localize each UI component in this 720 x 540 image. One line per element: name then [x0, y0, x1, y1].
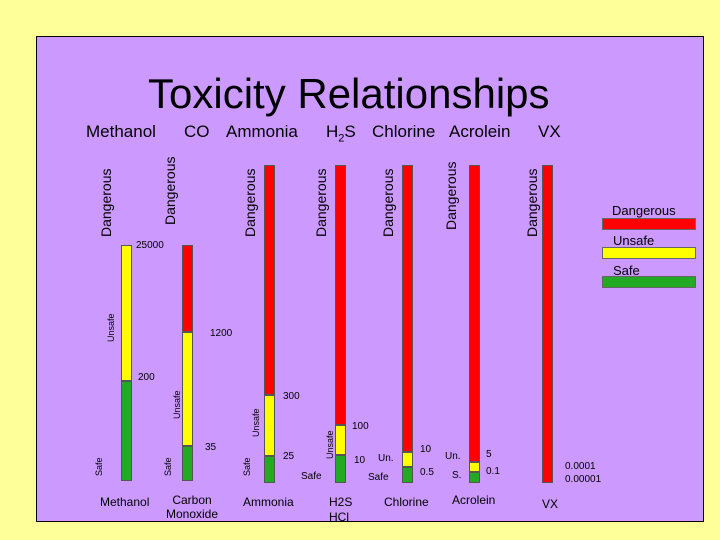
legend-dangerous-swatch [602, 218, 696, 230]
chlorine-unsafe-bar [402, 452, 413, 467]
h2s-unsafe-label: Unsafe [325, 430, 335, 459]
dangerous-label-chlorine: Dangerous [380, 168, 396, 238]
co-danger-threshold: 1200 [210, 328, 233, 339]
chlorine-unsafe-threshold: 0.5 [420, 467, 434, 478]
co-danger-bar [182, 245, 193, 332]
acrolein-unsafe-label: Un. [445, 451, 461, 462]
ammonia-unsafe-label: Unsafe [251, 408, 261, 437]
vx-danger-bar [542, 165, 553, 483]
acrolein-unsafe-threshold: 0.1 [486, 466, 500, 477]
h2s-danger-threshold: 100 [352, 421, 369, 432]
dangerous-label-ammonia: Dangerous [242, 168, 258, 238]
chlorine-danger-bar [402, 165, 413, 452]
acrolein-safe-bar [469, 472, 480, 483]
legend-dangerous-label: Dangerous [612, 203, 676, 218]
chlorine-unsafe-label: Un. [378, 453, 394, 464]
chlorine-safe-label: Safe [368, 472, 389, 483]
header-acrolein: Acrolein [449, 122, 511, 141]
h2s-unsafe-threshold: 10 [354, 455, 366, 466]
co-unsafe-threshold: 35 [205, 442, 217, 453]
bottom-label-vx: VX [542, 497, 559, 511]
header-vx: VX [538, 122, 561, 141]
vx-danger-threshold: 0.0001 [565, 461, 596, 472]
ammonia-unsafe-threshold: 25 [283, 451, 295, 462]
h2s-safe-bar [335, 455, 346, 483]
acrolein-danger-threshold: 5 [486, 449, 492, 460]
methanol-unsafe-label: Unsafe [106, 313, 116, 342]
acrolein-unsafe-bar [469, 462, 480, 472]
co-unsafe-bar [182, 332, 193, 446]
methanol-danger-threshold: 25000 [136, 240, 164, 251]
page-title: Toxicity Relationships [148, 70, 550, 117]
legend-unsafe-swatch [602, 247, 696, 259]
ammonia-danger-bar [264, 165, 275, 395]
co-safe-bar [182, 446, 193, 481]
vx-unsafe-threshold: 0.00001 [565, 474, 602, 485]
ammonia-safe-bar [264, 456, 275, 483]
chlorine-safe-bar [402, 467, 413, 483]
header-methanol: Methanol [86, 122, 156, 141]
dangerous-label-methanol: Dangerous [98, 168, 114, 238]
header-h2s: H2S [326, 122, 356, 145]
h2s-danger-bar [335, 165, 346, 425]
dangerous-label-vx: Dangerous [524, 168, 540, 238]
header-chlorine: Chlorine [372, 122, 436, 141]
ammonia-danger-threshold: 300 [283, 391, 300, 402]
legend-unsafe-label: Unsafe [613, 233, 655, 248]
dangerous-label-co: Dangerous [162, 156, 178, 226]
diagram-panel [36, 36, 704, 522]
dangerous-label-h2s: Dangerous [313, 168, 329, 238]
methanol-safe-bar [121, 381, 132, 481]
h2s-unsafe-bar [335, 425, 346, 455]
header-ammonia: Ammonia [226, 122, 298, 141]
legend-safe-label: Safe [613, 263, 640, 278]
methanol-unsafe-bar [121, 245, 132, 381]
methanol-unsafe-threshold: 200 [138, 372, 155, 383]
bottom-label-co: Carbon Monoxide [166, 493, 219, 521]
ammonia-unsafe-bar [264, 395, 275, 456]
bottom-label-ammonia: Ammonia [243, 495, 294, 509]
h2s-safe-label: Safe [301, 471, 322, 482]
dangerous-label-acrolein: Dangerous [443, 161, 459, 231]
bottom-label-acrolein: Acrolein [452, 493, 496, 507]
chlorine-danger-threshold: 10 [420, 444, 432, 455]
acrolein-safe-label: S. [452, 470, 462, 481]
legend-safe-swatch [602, 276, 696, 288]
co-safe-label: Safe [163, 457, 173, 476]
header-co: CO [184, 122, 210, 141]
bottom-label-methanol: Methanol [100, 495, 150, 509]
bottom-label-h2s: H2S HCl [329, 495, 353, 524]
acrolein-danger-bar [469, 165, 480, 462]
methanol-safe-label: Safe [94, 457, 104, 476]
ammonia-safe-label: Safe [242, 457, 252, 476]
bottom-label-chlorine: Chlorine [384, 495, 429, 509]
co-unsafe-label: Unsafe [172, 390, 182, 419]
